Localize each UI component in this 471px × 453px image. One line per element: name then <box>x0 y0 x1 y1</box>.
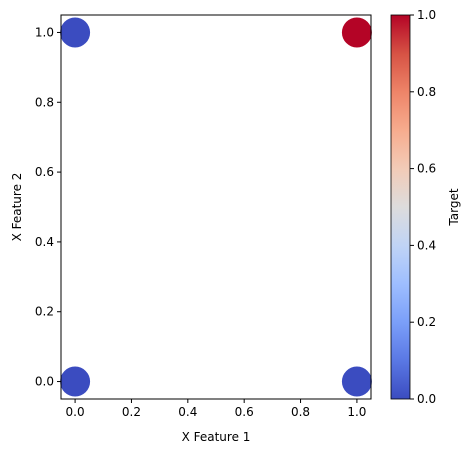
colorbar-tick-label: 0.2 <box>417 315 436 329</box>
colorbar <box>390 14 411 400</box>
colorbar-tick-label: 0.6 <box>417 162 436 176</box>
plot-area-frame <box>60 14 372 400</box>
colorbar-tick-label: 0.0 <box>417 392 436 406</box>
y-tick-label: 0.8 <box>35 95 54 109</box>
x-tick-label: 0.6 <box>235 405 254 419</box>
y-tick-label: 1.0 <box>35 25 54 39</box>
x-axis-label: X Feature 1 <box>182 430 251 444</box>
x-tick-label: 0.4 <box>178 405 197 419</box>
x-tick-label: 0.2 <box>122 405 141 419</box>
colorbar-tick-label: 0.4 <box>417 238 436 252</box>
scatter-point <box>341 17 372 48</box>
y-axis: 0.0 0.2 0.4 0.6 0.8 1.0 <box>35 25 61 389</box>
scatter-point <box>341 366 372 397</box>
colorbar-tick-label: 0.8 <box>417 85 436 99</box>
x-tick-label: 1.0 <box>347 405 366 419</box>
points-layer <box>60 17 372 397</box>
scatter-point <box>60 17 91 48</box>
y-tick-label: 0.4 <box>35 235 54 249</box>
colorbar-label: Target <box>447 188 461 226</box>
colorbar-tick-label: 1.0 <box>417 8 436 22</box>
y-axis-label: X Feature 2 <box>10 173 24 242</box>
colorbar-axis: 0.0 0.2 0.4 0.6 0.8 1.0 <box>410 8 436 406</box>
x-tick-label: 0.8 <box>291 405 310 419</box>
y-tick-label: 0.2 <box>35 305 54 319</box>
x-tick-label: 0.0 <box>66 405 85 419</box>
y-tick-label: 0.6 <box>35 165 54 179</box>
scatter-point <box>60 366 91 397</box>
x-axis: 0.0 0.2 0.4 0.6 0.8 1.0 <box>66 399 366 419</box>
y-tick-label: 0.0 <box>35 375 54 389</box>
